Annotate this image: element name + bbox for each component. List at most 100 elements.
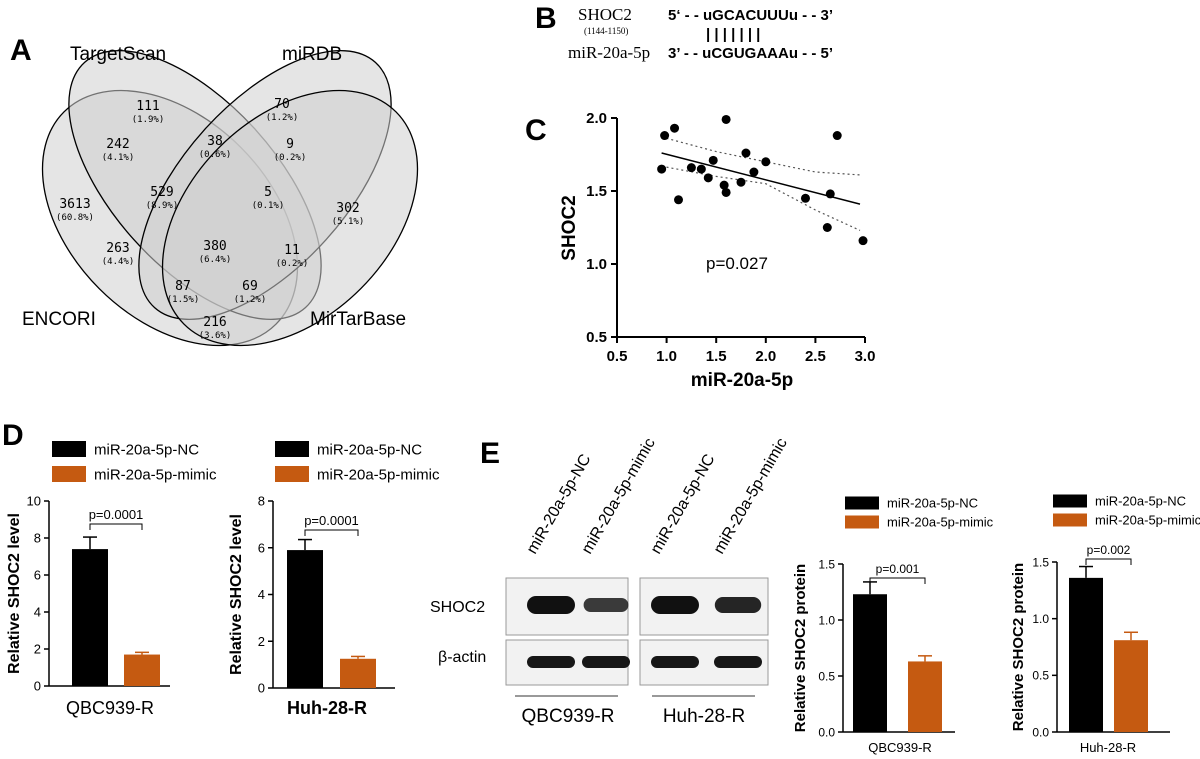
panel-a: A TargetScan miRDB ENCORI MirTarBase 361…	[10, 34, 419, 347]
venn-count-targetscan-mirdb: 38	[207, 134, 223, 149]
significance-bracket	[1085, 558, 1132, 565]
row-label-shoc2: SHOC2	[430, 599, 485, 616]
y-tick-label: 2	[258, 634, 265, 649]
panel-label-c: C	[525, 114, 547, 147]
venn-label-mirdb: miRDB	[282, 44, 342, 65]
legend-swatch	[275, 466, 309, 482]
p-value-label: p=0.027	[706, 254, 768, 273]
x-tick-label: 2.0	[755, 348, 776, 365]
bar-nc	[72, 549, 108, 686]
bar-nc	[853, 594, 887, 732]
venn-pct-mirtarbase-only: (5.1%)	[332, 217, 365, 227]
scatter-point	[825, 189, 835, 199]
legend-swatch	[1053, 494, 1087, 508]
band-actin	[714, 656, 762, 668]
legend-swatch	[845, 515, 879, 529]
venn-count-encori-mirdb-mirtarbase: 11	[284, 243, 300, 258]
significance-bracket	[869, 577, 926, 584]
venn-count-all-four: 380	[203, 239, 226, 254]
x-tick-label: 0.5	[607, 348, 628, 365]
significance-bracket	[304, 529, 359, 536]
venn-count-encori-targetscan-mirtarbase-b: 87	[175, 279, 191, 294]
x-axis-label: miR-20a-5p	[691, 370, 793, 391]
binding-position-label: (1144-1150)	[584, 26, 628, 36]
x-tick-label: 1.5	[706, 348, 727, 365]
binding-mirna-label: miR-20a-5p	[568, 43, 650, 62]
band-actin	[582, 656, 630, 668]
bar-nc	[287, 550, 323, 688]
p-value-label: p=0.002	[1087, 543, 1131, 557]
binding-pair-lines: | | | | | | |	[706, 26, 760, 43]
x-axis-group-label: Huh-28-R	[1080, 740, 1136, 755]
scatter-point	[736, 177, 746, 187]
y-tick-label: 1.0	[1032, 612, 1049, 626]
panel-label-b: B	[535, 2, 557, 35]
y-tick-label: 6	[258, 540, 265, 555]
panel-label-d: D	[2, 419, 24, 452]
panel-d: D miR-20a-5p-NC miR-20a-5p-mimic 0 2 4 6 8 10 p=…	[2, 419, 440, 718]
p-value-label: p=0.0001	[89, 507, 144, 522]
scatter-point	[800, 193, 810, 203]
band-shoc2	[583, 598, 629, 612]
venn-count-mirdb-only: 70	[274, 97, 290, 112]
venn-count-encori-targetscan: 242	[106, 137, 129, 152]
scatter-point	[721, 187, 731, 197]
y-tick-label: 0	[258, 681, 265, 696]
scatter-point	[686, 163, 696, 173]
venn-pct-encori-mirdb-mirtarbase: (0.2%)	[276, 259, 309, 269]
venn-region-labels: 3613(60.8%)111(1.9%)70(1.2%)302(5.1%)242…	[56, 97, 364, 341]
band-shoc2	[651, 596, 699, 614]
venn-pct-encori-targetscan-mirdb: (8.9%)	[146, 201, 179, 211]
venn-pct-all-four: (6.4%)	[199, 255, 232, 265]
venn-count-mirtarbase-only: 302	[336, 201, 359, 216]
panel-b: B SHOC2 (1144-1150) 5‘ - - uGCACUUUu - -…	[535, 2, 833, 62]
legend-swatch	[52, 441, 86, 457]
y-tick-label: 0.5	[586, 329, 607, 346]
x-axis-group-label: QBC939-R	[868, 740, 932, 755]
legend-swatch	[845, 496, 879, 510]
band-actin	[651, 656, 699, 668]
group-label: QBC939-R	[522, 706, 615, 727]
significance-bracket	[89, 523, 143, 530]
y-tick-label: 4	[34, 605, 41, 620]
x-axis-group-label: QBC939-R	[66, 698, 154, 718]
y-tick-label: 0.5	[1032, 669, 1049, 683]
legend-label: miR-20a-5p-NC	[1095, 494, 1186, 509]
bar-mimic	[340, 658, 376, 688]
y-tick-label: 1.5	[586, 183, 607, 200]
panel-c: C 0.5 1.0 1.5 2.0 2.5 3.0 0.5 1.0 1.5 2.0 p=0.027 m…	[525, 110, 875, 391]
scatter-point	[660, 131, 670, 141]
venn-pct-targetscan-only: (1.9%)	[132, 115, 165, 125]
scatter-point	[674, 195, 684, 205]
y-tick-label: 0.0	[1032, 725, 1049, 739]
legend-swatch	[1053, 513, 1087, 527]
bar-mimic	[124, 654, 160, 686]
binding-gene-label: SHOC2	[578, 5, 632, 24]
legend-label: miR-20a-5p-NC	[94, 441, 199, 458]
y-tick-label: 8	[34, 531, 41, 546]
venn-count-targetscan-mirdb-mirtarbase: 5	[264, 185, 272, 200]
bar-chart-protein-qbc939: miR-20a-5p-NC miR-20a-5p-mimic 0.0 0.5 1.0 1.…	[792, 496, 994, 755]
lane-label: miR-20a-5p-NC	[648, 451, 719, 557]
venn-pct-mirdb-only: (1.2%)	[266, 113, 299, 123]
venn-ellipse-mirtarbase	[161, 89, 419, 347]
venn-label-mirtarbase: MirTarBase	[310, 309, 406, 330]
band-actin	[527, 656, 575, 668]
legend-label: miR-20a-5p-NC	[317, 441, 422, 458]
venn-count-mirdb-mirtarbase-encori: 69	[242, 279, 258, 294]
ci-lower-band	[661, 165, 861, 231]
band-shoc2	[714, 597, 762, 613]
venn-pct-targetscan-mirdb: (0.6%)	[199, 150, 232, 160]
legend-label: miR-20a-5p-mimic	[1095, 513, 1200, 528]
legend-label: miR-20a-5p-mimic	[317, 466, 440, 483]
group-label: Huh-28-R	[663, 706, 745, 727]
venn-label-encori: ENCORI	[22, 309, 96, 330]
legend-label: miR-20a-5p-NC	[887, 496, 978, 511]
venn-count-encori-targetscan-mirtarbase: 263	[106, 241, 129, 256]
venn-pct-mirdb-mirtarbase: (0.2%)	[274, 153, 307, 163]
venn-count-encori-mirtarbase: 216	[203, 315, 226, 330]
venn-pct-encori-targetscan: (4.1%)	[102, 153, 135, 163]
